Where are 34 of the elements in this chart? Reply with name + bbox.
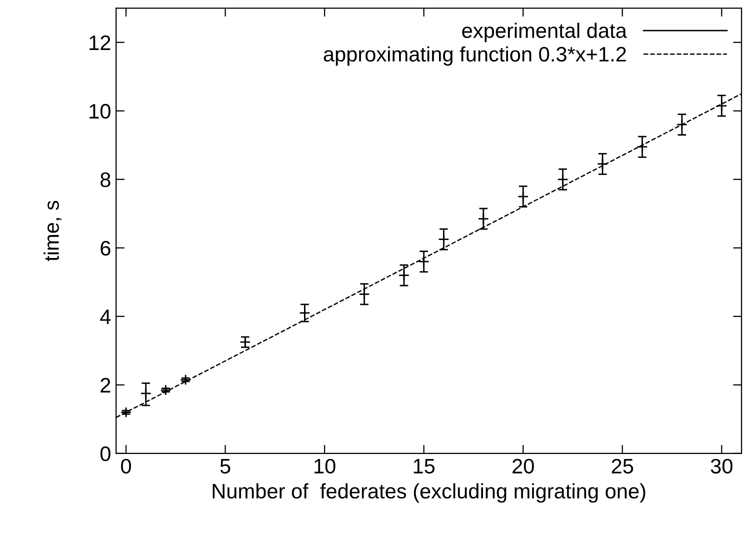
- y-tick-label: 8: [100, 172, 110, 188]
- y-tick-label: 0: [100, 446, 110, 462]
- x-tick-label: 0: [121, 458, 131, 474]
- point: [676, 119, 688, 130]
- point: [358, 288, 370, 300]
- point: [418, 256, 430, 268]
- point: [140, 388, 152, 400]
- point: [180, 374, 192, 386]
- x-tick-label: 30: [710, 458, 732, 474]
- point: [398, 270, 410, 281]
- point: [160, 384, 172, 396]
- y-tick-label: 2: [100, 378, 110, 392]
- x-tick-label: 15: [414, 459, 435, 474]
- point: [596, 158, 608, 170]
- point: [716, 100, 728, 112]
- y-tick-label: 6: [100, 240, 110, 256]
- y-tick-label: 4: [100, 310, 111, 324]
- point: [299, 307, 310, 319]
- point: [438, 234, 450, 245]
- point: [478, 213, 489, 224]
- y-axis-title: time, s: [44, 200, 62, 262]
- legend-label: experimental data: [462, 22, 627, 42]
- x-tick-label: 20: [512, 458, 534, 474]
- point: [636, 141, 648, 152]
- point: [557, 174, 568, 185]
- legend-label: approximating function 0.3*x+1.2: [324, 46, 626, 66]
- point: [120, 406, 132, 418]
- x-tick-label: 5: [220, 459, 230, 474]
- x-tick-label: 10: [314, 458, 336, 474]
- point: [518, 190, 529, 202]
- y-tick-label: 12: [90, 35, 110, 50]
- x-axis-title: Number of federates (excluding migrating one): [212, 483, 646, 503]
- x-tick-label: 25: [612, 458, 634, 474]
- y-tick-label: 10: [90, 104, 110, 119]
